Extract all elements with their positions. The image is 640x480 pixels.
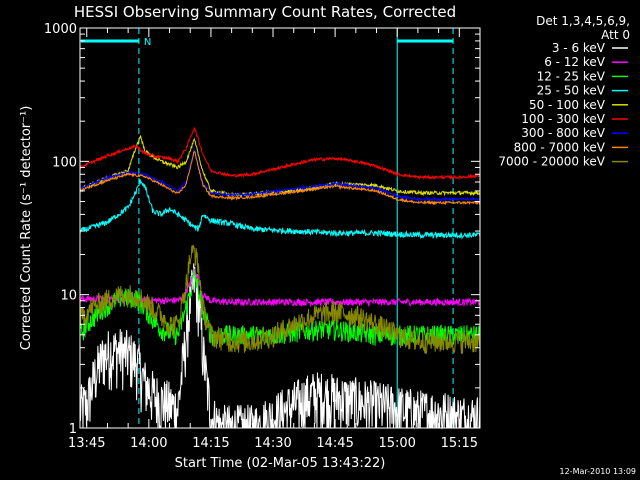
x-tick-label: 15:00 <box>378 436 415 451</box>
y-tick-label: 1 <box>69 422 77 437</box>
legend-entry-label: 50 - 100 keV <box>529 98 606 112</box>
series-line-4 <box>79 179 481 240</box>
series-line-9 <box>79 244 481 354</box>
x-axis: 13:45 14:00 14:15 14:30 14:45 15:00 15:15 <box>68 28 478 451</box>
series-line-6 <box>79 126 481 181</box>
y-tick-label: 10 <box>60 289 77 304</box>
legend-entry-label: 12 - 25 keV <box>537 69 606 83</box>
legend-entry-label: 300 - 800 keV <box>521 126 605 140</box>
y-tick-label: 100 <box>52 155 77 170</box>
legend-entry-label: 7000 - 20000 keV <box>498 155 605 169</box>
x-tick-label: 13:45 <box>68 436 105 451</box>
chart-title: HESSI Observing Summary Count Rates, Cor… <box>74 3 456 21</box>
legend-entry-label: 800 - 7000 keV <box>514 140 606 154</box>
y-tick-label: 1000 <box>44 22 77 37</box>
y-axis: 1 10 100 1000 <box>44 22 480 437</box>
legend-entry-label: 25 - 50 keV <box>537 84 606 98</box>
night-marker-label: N <box>144 37 151 48</box>
x-tick-label: 14:00 <box>130 436 167 451</box>
x-axis-label: Start Time (02-Mar-05 13:43:22) <box>175 456 386 471</box>
x-tick-label: 14:45 <box>316 436 353 451</box>
x-tick-label: 14:30 <box>254 436 291 451</box>
legend-entry-label: 3 - 6 keV <box>552 41 606 55</box>
y-axis-label: Corrected Count Rate (s⁻¹ detector⁻¹) <box>19 106 34 351</box>
legend-entry-label: 100 - 300 keV <box>521 112 605 126</box>
generated-timestamp: 12-Mar-2010 13:09 <box>560 467 637 476</box>
legend-header-line-1: Det 1,3,4,5,6,9, <box>536 14 630 28</box>
series-line-8 <box>79 150 481 206</box>
x-tick-label: 15:15 <box>441 436 478 451</box>
observing-markers: N <box>80 28 454 428</box>
plot-frame <box>79 27 481 429</box>
x-tick-label: 14:15 <box>192 436 229 451</box>
legend-header-line-2: Att 0 <box>601 28 630 42</box>
series-line-2 <box>79 267 481 308</box>
series-line-7 <box>79 147 481 203</box>
legend-entry-label: 6 - 12 keV <box>544 55 606 69</box>
series-line-3 <box>79 268 481 347</box>
